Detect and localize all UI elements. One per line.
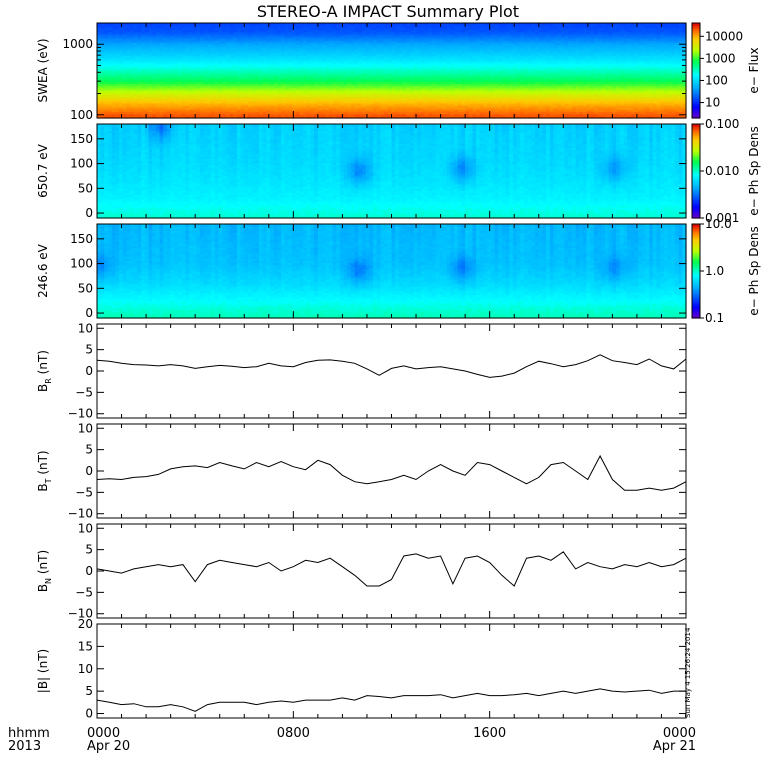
plot-title: STEREO-A IMPACT Summary Plot bbox=[257, 2, 519, 21]
heatmap-swea bbox=[97, 23, 687, 119]
